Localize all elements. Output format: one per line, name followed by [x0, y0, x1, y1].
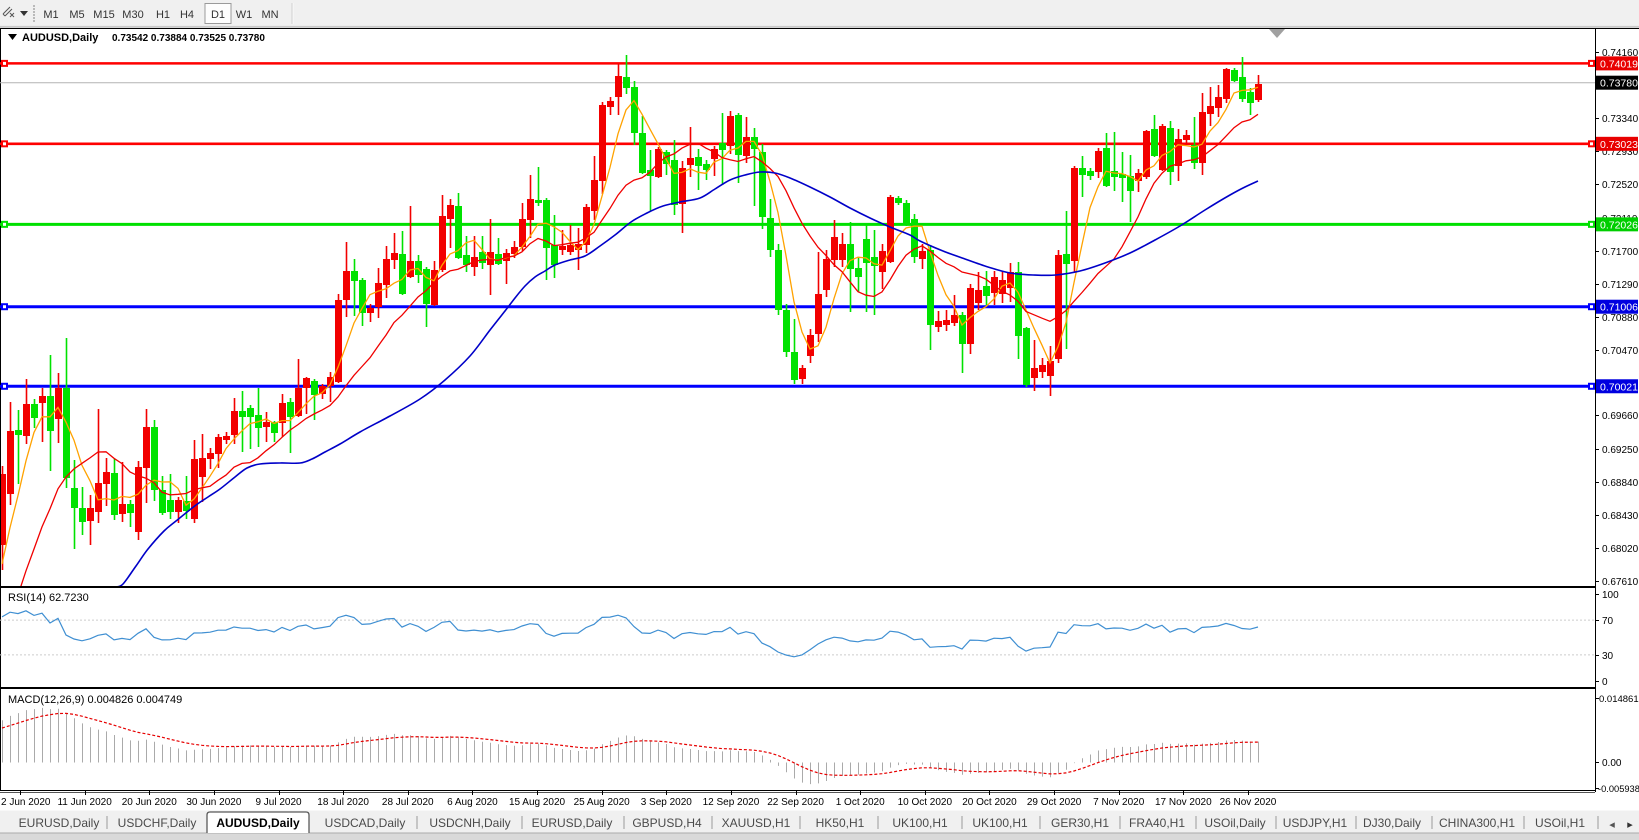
svg-text:USDCHF,Daily: USDCHF,Daily	[118, 816, 197, 830]
svg-text:0.68430: 0.68430	[1602, 511, 1639, 522]
svg-text:30: 30	[1602, 651, 1614, 662]
svg-text:6 Aug 2020: 6 Aug 2020	[447, 797, 498, 808]
svg-text:USOil,Daily: USOil,Daily	[1204, 816, 1265, 830]
svg-text:0.69250: 0.69250	[1602, 445, 1639, 456]
svg-text:0.72520: 0.72520	[1602, 180, 1639, 191]
svg-text:UK100,H1: UK100,H1	[892, 816, 948, 830]
svg-text:0.72930: 0.72930	[1602, 147, 1639, 158]
svg-text:0.014861: 0.014861	[1599, 694, 1639, 705]
svg-text:D1: D1	[211, 9, 225, 21]
svg-text:15 Aug 2020: 15 Aug 2020	[509, 797, 566, 808]
svg-text:0.70470: 0.70470	[1602, 346, 1639, 357]
svg-text:0.70021: 0.70021	[1600, 381, 1638, 393]
svg-text:W1: W1	[236, 9, 253, 21]
svg-text:0.73780: 0.73780	[1600, 78, 1638, 90]
svg-text:USDJPY,H1: USDJPY,H1	[1283, 816, 1348, 830]
svg-text:-0.005938: -0.005938	[1598, 784, 1639, 794]
svg-text:USDCNH,Daily: USDCNH,Daily	[429, 816, 510, 830]
svg-text:20 Jun 2020: 20 Jun 2020	[122, 797, 177, 808]
svg-text:H4: H4	[180, 9, 194, 21]
svg-text:0.73542 0.73884 0.73525 0.7: 0.73542 0.73884 0.73525 0.73780	[112, 33, 265, 44]
svg-text:3 Sep 2020: 3 Sep 2020	[641, 797, 693, 808]
svg-text:M1: M1	[43, 9, 58, 21]
svg-text:0.68840: 0.68840	[1602, 478, 1639, 489]
svg-text:70: 70	[1602, 616, 1614, 627]
svg-text:GBPUSD,H4: GBPUSD,H4	[632, 816, 702, 830]
svg-text:H1: H1	[156, 9, 170, 21]
svg-text:M5: M5	[69, 9, 84, 21]
svg-text:20 Oct 2020: 20 Oct 2020	[962, 797, 1017, 808]
svg-text:7 Nov 2020: 7 Nov 2020	[1093, 797, 1145, 808]
svg-text:MACD(12,26,9) 0.004826 0.00474: MACD(12,26,9) 0.004826 0.004749	[8, 694, 182, 706]
svg-text:0.67610: 0.67610	[1602, 577, 1639, 588]
svg-text:22 Sep 2020: 22 Sep 2020	[767, 797, 824, 808]
svg-text:0.71700: 0.71700	[1602, 247, 1639, 258]
svg-text:29 Oct 2020: 29 Oct 2020	[1027, 797, 1082, 808]
svg-text:USOil,H1: USOil,H1	[1535, 816, 1585, 830]
svg-text:11 Jun 2020: 11 Jun 2020	[57, 797, 112, 808]
svg-text:0.73023: 0.73023	[1600, 139, 1638, 151]
svg-text:RSI(14) 62.7230: RSI(14) 62.7230	[8, 592, 89, 604]
svg-text:0.72026: 0.72026	[1600, 219, 1638, 231]
svg-text:17 Nov 2020: 17 Nov 2020	[1155, 797, 1212, 808]
svg-text:1 Oct 2020: 1 Oct 2020	[836, 797, 885, 808]
svg-text:XAUUSD,H1: XAUUSD,H1	[722, 816, 791, 830]
svg-text:0.71290: 0.71290	[1602, 280, 1639, 291]
svg-text:GER30,H1: GER30,H1	[1051, 816, 1109, 830]
svg-text:MN: MN	[261, 9, 278, 21]
svg-text:EURUSD,Daily: EURUSD,Daily	[532, 816, 613, 830]
svg-text:M30: M30	[122, 9, 143, 21]
svg-text:26 Nov 2020: 26 Nov 2020	[1220, 797, 1277, 808]
svg-text:M15: M15	[93, 9, 114, 21]
svg-text:0.74160: 0.74160	[1602, 48, 1639, 59]
svg-text:CHINA300,H1: CHINA300,H1	[1439, 816, 1515, 830]
svg-text:0.69660: 0.69660	[1602, 411, 1639, 422]
svg-text:0.70880: 0.70880	[1602, 313, 1639, 324]
svg-text:28 Jul 2020: 28 Jul 2020	[382, 797, 434, 808]
svg-text:2 Jun 2020: 2 Jun 2020	[1, 797, 51, 808]
svg-text:18 Jul 2020: 18 Jul 2020	[317, 797, 369, 808]
svg-text:AUDUSD,Daily: AUDUSD,Daily	[216, 816, 300, 830]
svg-text:100: 100	[1602, 590, 1619, 601]
svg-text:0.00: 0.00	[1602, 758, 1622, 769]
svg-text:12 Sep 2020: 12 Sep 2020	[703, 797, 760, 808]
svg-text:0.71006: 0.71006	[1600, 302, 1638, 314]
svg-text:UK100,H1: UK100,H1	[972, 816, 1028, 830]
svg-text:DJ30,Daily: DJ30,Daily	[1363, 816, 1421, 830]
svg-text:10 Oct 2020: 10 Oct 2020	[898, 797, 953, 808]
svg-text:0.68020: 0.68020	[1602, 544, 1639, 555]
svg-text:0.73340: 0.73340	[1602, 114, 1639, 125]
svg-text:9 Jul 2020: 9 Jul 2020	[255, 797, 302, 808]
svg-text:HK50,H1: HK50,H1	[816, 816, 865, 830]
svg-text:25 Aug 2020: 25 Aug 2020	[574, 797, 631, 808]
svg-text:0: 0	[1602, 677, 1608, 688]
svg-text:0.74019: 0.74019	[1600, 58, 1638, 70]
svg-text:AUDUSD,Daily: AUDUSD,Daily	[22, 32, 99, 44]
svg-text:◂: ◂	[1609, 819, 1615, 831]
svg-text:▸: ▸	[1627, 819, 1633, 831]
svg-text:30 Jun 2020: 30 Jun 2020	[186, 797, 241, 808]
svg-text:USDCAD,Daily: USDCAD,Daily	[325, 816, 406, 830]
svg-text:FRA40,H1: FRA40,H1	[1129, 816, 1185, 830]
svg-text:EURUSD,Daily: EURUSD,Daily	[19, 816, 100, 830]
